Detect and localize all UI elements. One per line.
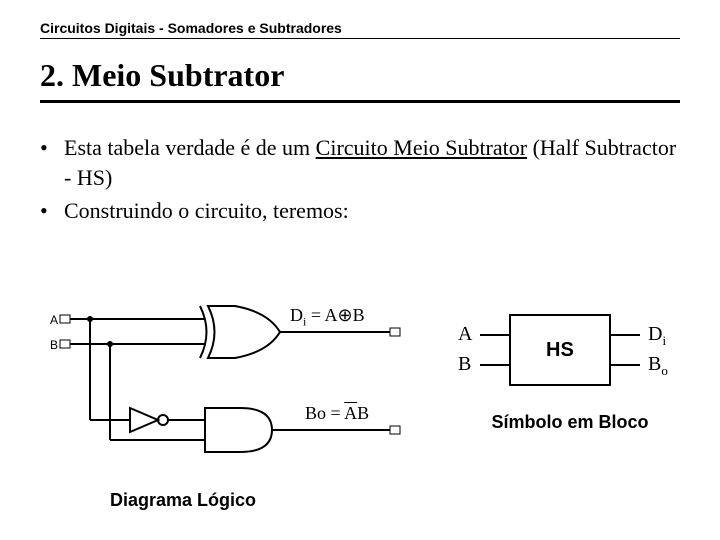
bullet-text-pre: Construindo o circuito, teremos:: [64, 198, 349, 223]
block-name: HS: [546, 339, 574, 362]
section-title: 2. Meio Subtrator: [40, 57, 680, 103]
block-output-b: Bo: [648, 353, 668, 379]
block-input-b: B: [458, 353, 471, 376]
bullet-list: • Esta tabela verdade é de um Circuito M…: [40, 133, 680, 226]
page-header: Circuitos Digitais - Somadores e Subtrad…: [40, 20, 680, 39]
bullet-marker: •: [40, 196, 64, 226]
bullet-marker: •: [40, 133, 64, 192]
block-output-d: Di: [648, 323, 666, 349]
diagram-area: A B Di = A⊕B Bo = AB: [0, 300, 720, 540]
block-caption: Símbolo em Bloco: [440, 412, 700, 433]
block-symbol-area: A B HS Di Bo Símbolo em Bloco: [440, 310, 700, 433]
input-b-label: B: [50, 338, 58, 352]
logic-caption: Diagrama Lógico: [110, 490, 256, 511]
bullet-text-pre: Esta tabela verdade é de um: [64, 135, 316, 160]
xor-output-formula: Di = A⊕B: [290, 305, 365, 330]
bullet-item: • Esta tabela verdade é de um Circuito M…: [40, 133, 680, 192]
input-a-label: A: [50, 313, 58, 327]
and-output-formula: Bo = AB: [305, 403, 369, 424]
block-input-a: A: [458, 323, 472, 346]
bullet-text-underline: Circuito Meio Subtrator: [316, 135, 527, 160]
bullet-item: • Construindo o circuito, teremos:: [40, 196, 680, 226]
